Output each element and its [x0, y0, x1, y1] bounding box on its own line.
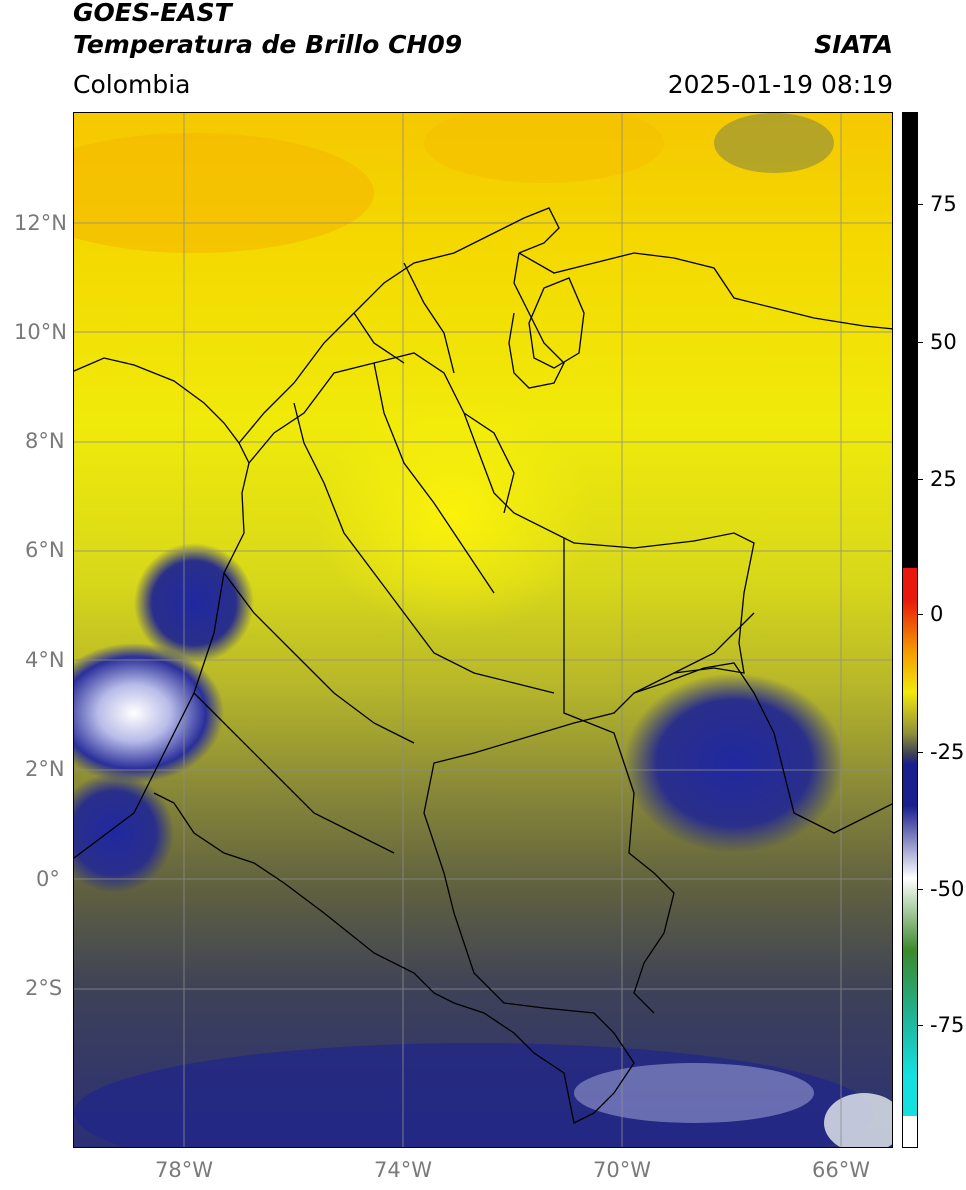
lat-label-0: 0°: [36, 867, 60, 891]
colorbar-tick-75: 75: [930, 192, 957, 216]
map-graphic: [74, 113, 892, 1147]
lat-label-12n: 12°N: [14, 211, 67, 235]
satellite-map: [73, 112, 893, 1148]
lon-label-74w: 74°W: [374, 1158, 432, 1182]
colorbar-tick-mark-0: [917, 614, 923, 615]
colorbar-tick-mark-25: [917, 479, 923, 480]
borders: [74, 207, 892, 1124]
colorbar-tick-50: 50: [930, 330, 957, 354]
colorbar-tick-0: 0: [930, 602, 944, 626]
lat-label-8n: 8°N: [25, 429, 65, 453]
colorbar-tick-25: 25: [930, 467, 957, 491]
gridlines: [74, 113, 892, 1147]
lon-label-78w: 78°W: [155, 1158, 213, 1182]
title-line-2: Temperatura de Brillo CH09: [73, 30, 463, 59]
colorbar-tick-mark-m50: [917, 889, 923, 890]
colorbar-tick-mark-m25: [917, 752, 923, 753]
region-label: Colombia: [73, 70, 191, 99]
lon-label-70w: 70°W: [593, 1158, 651, 1182]
colorbar-tick-m25: -25: [930, 740, 965, 764]
timestamp-label: 2025-01-19 08:19: [667, 70, 893, 99]
colorbar-tick-mark-50: [917, 342, 923, 343]
lat-label-2n: 2°N: [25, 757, 65, 781]
lat-label-10n: 10°N: [14, 320, 67, 344]
lon-label-66w: 66°W: [812, 1158, 870, 1182]
lat-label-2s: 2°S: [25, 976, 63, 1000]
lat-label-4n: 4°N: [25, 648, 65, 672]
colorbar-tick-mark-75: [917, 204, 923, 205]
colorbar-tick-m50: -50: [930, 877, 965, 901]
colorbar: [902, 112, 918, 1148]
lat-label-6n: 6°N: [25, 538, 65, 562]
title-line-1: GOES-EAST: [73, 0, 232, 27]
colorbar-tick-mark-m75: [917, 1025, 923, 1026]
colorbar-tick-m75: -75: [930, 1013, 965, 1037]
org-label: SIATA: [814, 30, 893, 59]
